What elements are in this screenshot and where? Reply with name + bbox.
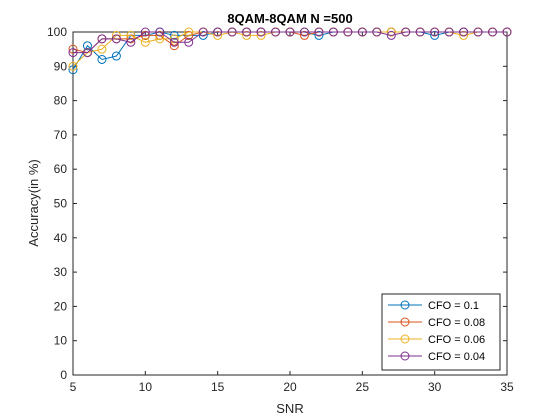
data-point [256, 27, 266, 37]
axis-ticks: 5 10 15 20 25 30 35 0 10 20 30 40 50 60 70 80 90 100 [47, 25, 514, 394]
data-point [415, 27, 425, 37]
data-point [386, 30, 396, 40]
legend-swatch-marker [400, 300, 410, 310]
x-tick-label: 20 [283, 380, 297, 394]
x-tick-label: 25 [356, 380, 370, 394]
data-point [401, 27, 411, 37]
data-point [184, 27, 194, 37]
legend-entry-label: CFO = 0.06 [428, 334, 485, 346]
legend-swatch-marker [400, 334, 410, 344]
data-point [184, 30, 194, 40]
x-tick-label: 10 [139, 380, 153, 394]
data-point [285, 27, 295, 37]
data-point [299, 30, 309, 40]
data-point [97, 34, 107, 44]
data-point [97, 44, 107, 54]
x-axis-label: SNR [276, 401, 303, 416]
data-point [169, 37, 179, 47]
y-tick-label: 50 [54, 197, 68, 211]
y-tick-label: 90 [54, 59, 68, 73]
data-point [502, 27, 512, 37]
y-tick-label: 70 [54, 128, 68, 142]
data-point [314, 30, 324, 40]
data-point [271, 27, 281, 37]
data-point [357, 27, 367, 37]
legend-entry-label: CFO = 0.04 [428, 351, 485, 363]
data-point [242, 30, 252, 40]
legend-swatch-marker [400, 351, 410, 361]
legend-swatch-marker [400, 317, 410, 327]
data-point [68, 44, 78, 54]
y-tick-label: 100 [47, 25, 67, 39]
data-point [68, 48, 78, 58]
data-point [372, 27, 382, 37]
legend: CFO = 0.1 CFO = 0.08 CFO = 0.06 CFO = 0.04 [381, 293, 501, 371]
data-point [386, 27, 396, 37]
data-point [198, 27, 208, 37]
chart-title: 8QAM-8QAM N =500 [227, 11, 352, 26]
data-point [140, 37, 150, 47]
data-point [126, 37, 136, 47]
data-point [155, 27, 165, 37]
data-point [111, 51, 121, 61]
data-point [169, 30, 179, 40]
legend-entry-label: CFO = 0.08 [428, 317, 485, 329]
series-layer [68, 27, 512, 75]
data-point [314, 27, 324, 37]
data-point [68, 61, 78, 71]
data-point [430, 30, 440, 40]
data-point [242, 27, 252, 37]
x-tick-label: 5 [70, 380, 77, 394]
x-tick-label: 15 [211, 380, 225, 394]
x-tick-label: 35 [500, 380, 514, 394]
y-tick-label: 40 [54, 231, 68, 245]
y-tick-label: 30 [54, 265, 68, 279]
data-point [473, 27, 483, 37]
y-axis-label: Accuracy(in %) [26, 159, 41, 246]
data-point [343, 27, 353, 37]
series-line [73, 31, 507, 54]
data-point [213, 27, 223, 37]
data-point [111, 30, 121, 40]
y-tick-label: 0 [60, 368, 67, 382]
data-point [82, 41, 92, 51]
data-point [82, 48, 92, 58]
data-point [444, 27, 454, 37]
data-point [459, 30, 469, 40]
data-point [430, 27, 440, 37]
data-point [155, 34, 165, 44]
series-4 [68, 27, 512, 58]
data-point [97, 54, 107, 64]
data-point [227, 27, 237, 37]
data-point [328, 27, 338, 37]
data-point [459, 27, 469, 37]
y-tick-label: 10 [54, 334, 68, 348]
data-point [140, 27, 150, 37]
y-tick-label: 60 [54, 162, 68, 176]
data-point [184, 37, 194, 47]
data-point [299, 27, 309, 37]
data-point [126, 30, 136, 40]
y-tick-label: 80 [54, 94, 68, 108]
x-tick-label: 30 [428, 380, 442, 394]
y-tick-label: 20 [54, 299, 68, 313]
data-point [488, 27, 498, 37]
data-point [256, 30, 266, 40]
data-point [213, 30, 223, 40]
data-point [111, 34, 121, 44]
legend-entry-label: CFO = 0.1 [428, 300, 479, 312]
